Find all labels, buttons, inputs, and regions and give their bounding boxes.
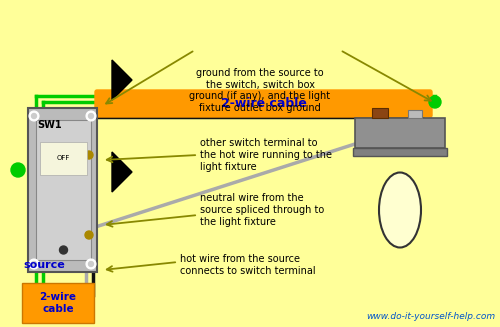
Polygon shape xyxy=(112,152,132,192)
Text: OFF: OFF xyxy=(57,156,70,162)
Text: 2-wire cable: 2-wire cable xyxy=(220,97,306,110)
Circle shape xyxy=(29,259,39,269)
Circle shape xyxy=(86,111,96,121)
Text: other switch terminal to
the hot wire running to the
light fixture: other switch terminal to the hot wire ru… xyxy=(200,138,332,172)
Circle shape xyxy=(11,163,25,177)
Text: 2-wire
cable: 2-wire cable xyxy=(40,292,76,314)
Circle shape xyxy=(60,246,68,254)
Text: source: source xyxy=(23,260,65,270)
Bar xyxy=(408,110,422,118)
Text: hot wire from the source
connects to switch terminal: hot wire from the source connects to swi… xyxy=(180,254,316,276)
Circle shape xyxy=(88,113,94,118)
Circle shape xyxy=(32,262,36,267)
Circle shape xyxy=(86,259,96,269)
Bar xyxy=(355,118,445,148)
Bar xyxy=(28,108,97,272)
Circle shape xyxy=(429,96,441,108)
Bar xyxy=(40,142,87,175)
Text: ground from the source to
the switch, switch box
ground (if any), and the light
: ground from the source to the switch, sw… xyxy=(190,68,330,113)
Circle shape xyxy=(85,231,93,239)
Circle shape xyxy=(29,111,39,121)
Ellipse shape xyxy=(379,173,421,248)
Circle shape xyxy=(32,113,36,118)
Bar xyxy=(36,120,91,260)
Circle shape xyxy=(85,151,93,159)
FancyBboxPatch shape xyxy=(95,90,432,117)
Text: neutral wire from the
source spliced through to
the light fixture: neutral wire from the source spliced thr… xyxy=(200,193,324,227)
FancyBboxPatch shape xyxy=(22,283,94,323)
Text: SW1: SW1 xyxy=(37,120,62,130)
Bar xyxy=(372,108,388,118)
Polygon shape xyxy=(112,60,132,100)
Circle shape xyxy=(88,262,94,267)
Bar xyxy=(353,148,447,156)
Text: www.do-it-yourself-help.com: www.do-it-yourself-help.com xyxy=(366,312,495,321)
